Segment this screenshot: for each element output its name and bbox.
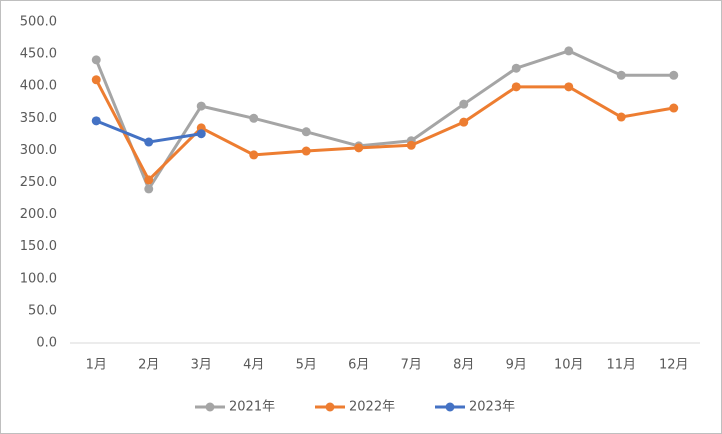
x-tick-label: 7月 xyxy=(401,358,422,373)
y-tick-label: 100.0 xyxy=(20,271,57,286)
data-point xyxy=(669,70,679,80)
data-point xyxy=(144,137,154,147)
y-tick-label: 200.0 xyxy=(20,207,57,222)
data-point xyxy=(91,116,101,126)
data-point xyxy=(511,82,521,92)
x-tick-label: 2月 xyxy=(138,358,159,373)
y-tick-label: 500.0 xyxy=(20,15,57,30)
data-point xyxy=(91,55,101,65)
data-point xyxy=(564,82,574,92)
legend-label: 2023年 xyxy=(469,400,515,415)
x-tick-label: 11月 xyxy=(606,358,636,373)
x-tick-label: 1月 xyxy=(86,358,107,373)
data-point xyxy=(144,175,154,185)
data-point xyxy=(196,101,206,111)
data-point xyxy=(196,129,206,139)
x-tick-label: 3月 xyxy=(191,358,212,373)
legend-marker xyxy=(325,402,335,412)
data-point xyxy=(616,70,626,80)
data-point xyxy=(144,184,154,194)
data-point xyxy=(564,46,574,56)
x-tick-label: 4月 xyxy=(243,358,264,373)
series-line xyxy=(94,49,674,191)
data-point xyxy=(301,127,311,137)
y-tick-label: 300.0 xyxy=(20,143,57,158)
x-tick-label: 9月 xyxy=(506,358,527,373)
data-point xyxy=(249,113,259,123)
x-tick-label: 12月 xyxy=(659,358,689,373)
x-tick-label: 6月 xyxy=(348,358,369,373)
data-point xyxy=(249,150,259,160)
y-tick-label: 0.0 xyxy=(36,336,57,351)
y-tick-label: 350.0 xyxy=(20,111,57,126)
y-tick-label: 400.0 xyxy=(20,79,57,94)
data-point xyxy=(91,75,101,85)
data-point xyxy=(406,140,416,150)
data-point xyxy=(459,117,469,127)
data-point xyxy=(669,103,679,113)
legend-marker xyxy=(445,402,455,412)
x-tick-label: 10月 xyxy=(554,358,584,373)
data-point xyxy=(511,63,521,73)
x-tick-label: 5月 xyxy=(296,358,317,373)
y-tick-label: 50.0 xyxy=(28,303,57,318)
x-tick-label: 8月 xyxy=(453,358,474,373)
data-point xyxy=(459,99,469,109)
y-tick-label: 250.0 xyxy=(20,175,57,190)
legend-label: 2021年 xyxy=(229,400,275,415)
data-point xyxy=(301,146,311,156)
legend-label: 2022年 xyxy=(349,400,395,415)
data-point xyxy=(354,143,364,153)
data-point xyxy=(616,112,626,122)
legend-marker xyxy=(205,402,215,412)
y-tick-label: 450.0 xyxy=(20,47,57,62)
y-tick-label: 150.0 xyxy=(20,239,57,254)
